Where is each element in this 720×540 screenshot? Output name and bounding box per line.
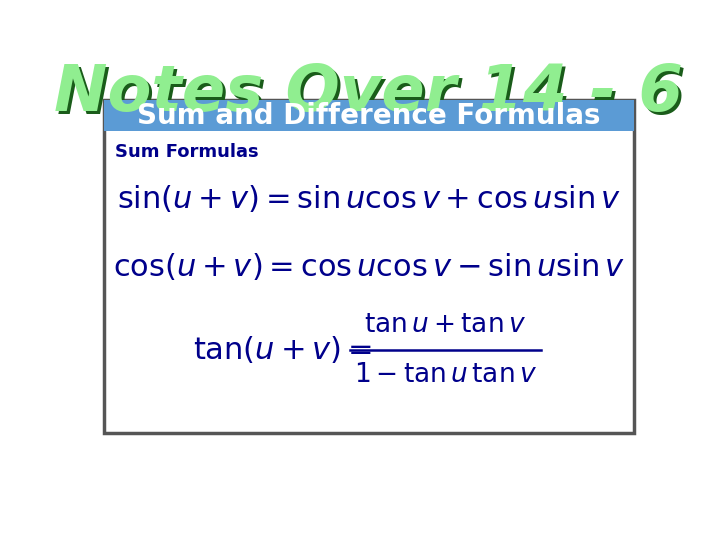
Text: Sum and Difference Formulas: Sum and Difference Formulas [138, 102, 600, 130]
Text: $\sin(u+v)=\sin u\cos v+\cos u\sin v$: $\sin(u+v)=\sin u\cos v+\cos u\sin v$ [117, 183, 621, 214]
FancyBboxPatch shape [104, 100, 634, 131]
FancyBboxPatch shape [104, 100, 634, 433]
Text: $\tan(u+v)=$: $\tan(u+v)=$ [193, 334, 372, 365]
Text: Notes Over 14 - 6: Notes Over 14 - 6 [55, 62, 683, 124]
Text: Sum Formulas: Sum Formulas [114, 143, 258, 161]
Text: $\tan u+\tan v$: $\tan u+\tan v$ [364, 312, 526, 338]
Text: $1-\tan u\,\tan v$: $1-\tan u\,\tan v$ [354, 362, 537, 388]
Text: $\cos(u+v)=\cos u\cos v-\sin u\sin v$: $\cos(u+v)=\cos u\cos v-\sin u\sin v$ [113, 251, 625, 282]
Text: Notes Over 14 - 6: Notes Over 14 - 6 [57, 65, 686, 126]
